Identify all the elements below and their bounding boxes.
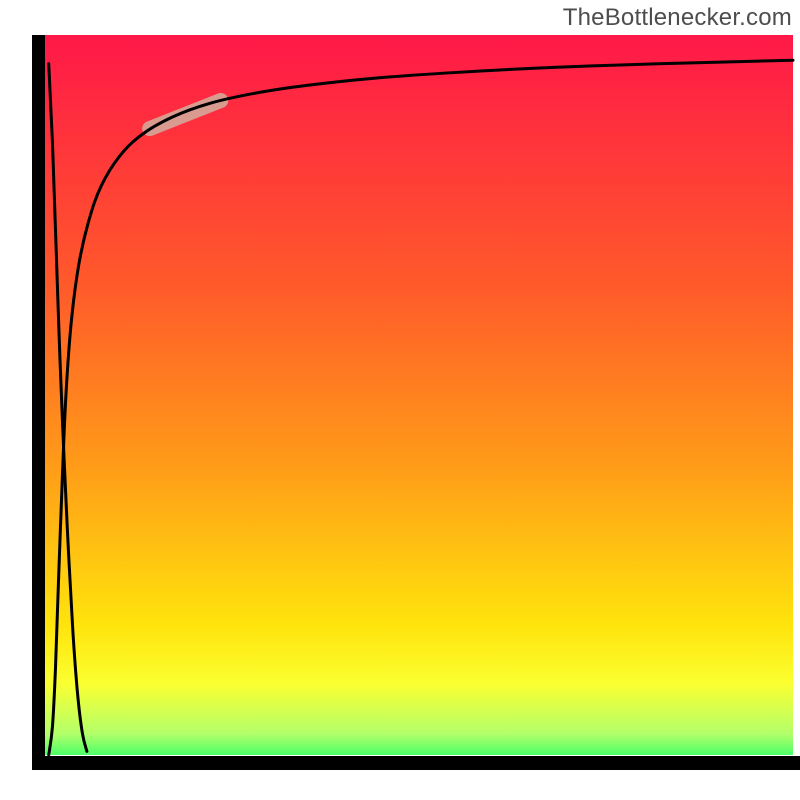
watermark-text: TheBottlenecker.com — [563, 4, 792, 32]
y-axis-bar — [32, 35, 45, 770]
x-axis-bar — [32, 756, 800, 770]
plot-gradient-background — [45, 35, 793, 755]
chart-container: TheBottlenecker.com — [0, 0, 800, 800]
